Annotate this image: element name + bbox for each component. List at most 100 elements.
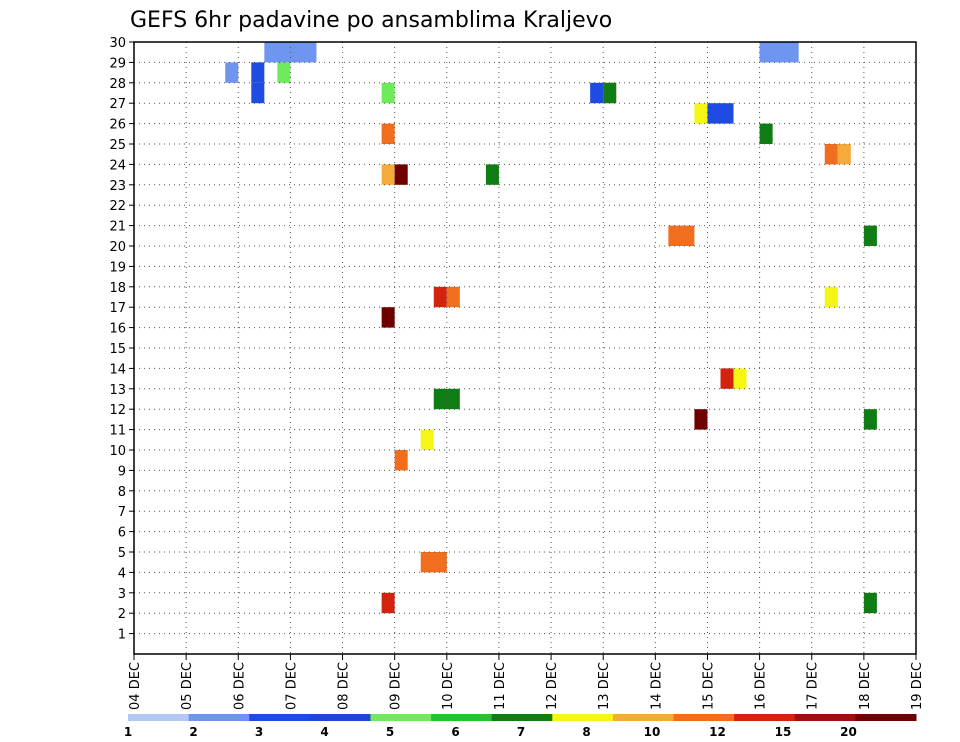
x-tick-label: 13 DEC xyxy=(597,662,612,710)
heatmap-cell-3 xyxy=(251,62,265,83)
x-tick-label: 16 DEC xyxy=(754,662,769,710)
colorbar-label: 3 xyxy=(255,725,263,739)
grid-lines xyxy=(134,42,916,654)
heatmap-cell-33 xyxy=(381,592,395,614)
heatmap-cell-15 xyxy=(837,144,851,165)
y-tick-label: 18 xyxy=(109,281,126,296)
colorbar-swatch-10 xyxy=(734,714,796,721)
y-tick-label: 17 xyxy=(109,301,126,316)
x-tick-label: 12 DEC xyxy=(545,662,560,710)
x-axis: 04 DEC 05 DEC 06 DEC 07 DEC 08 DEC 09 DEC 10 D… xyxy=(128,654,925,710)
heatmap-cell-24 xyxy=(381,307,395,328)
heatmap-cell-29 xyxy=(863,409,877,430)
heatmap-cell-5 xyxy=(251,82,265,104)
y-tick-label: 1 xyxy=(118,628,126,643)
y-tick-label: 6 xyxy=(118,526,126,541)
y-tick-label: 13 xyxy=(109,383,126,398)
x-tick-label: 05 DEC xyxy=(180,662,195,710)
chart-title: GEFS 6hr padavine po ansamblima Kraljevo xyxy=(130,8,612,33)
heatmap-cell-25 xyxy=(720,368,734,389)
y-tick-label: 10 xyxy=(109,444,126,459)
heatmap-cell-13 xyxy=(759,123,773,144)
colorbar-swatch-4 xyxy=(370,714,432,721)
x-tick-label: 17 DEC xyxy=(806,662,821,710)
y-tick-label: 12 xyxy=(109,403,126,418)
colorbar-swatch-11 xyxy=(794,714,856,721)
y-tick-label: 25 xyxy=(109,138,126,153)
heatmap-cell-18 xyxy=(485,164,499,185)
heatmap-cell-26 xyxy=(733,368,747,389)
heatmap-cell-12 xyxy=(381,123,395,144)
heatmap-cell-23 xyxy=(824,286,838,308)
y-tick-label: 3 xyxy=(118,587,126,602)
colorbar-label: 1 xyxy=(124,725,132,739)
x-tick-label: 10 DEC xyxy=(441,662,456,710)
colorbar-swatch-2 xyxy=(249,714,311,721)
heatmap-cell-7 xyxy=(590,82,604,104)
colorbar-label: 12 xyxy=(709,725,726,739)
heatmap-cell-30 xyxy=(420,429,434,450)
y-tick-label: 7 xyxy=(118,505,126,520)
heatmap-cell-17 xyxy=(394,164,408,185)
x-tick-label: 09 DEC xyxy=(389,662,404,710)
x-tick-label: 07 DEC xyxy=(284,662,299,710)
colorbar-label: 6 xyxy=(451,725,459,739)
x-tick-label: 11 DEC xyxy=(493,662,508,710)
colorbar-swatch-0 xyxy=(128,714,190,721)
heatmap-cell-16 xyxy=(381,164,395,185)
heatmap-cell-32 xyxy=(420,552,447,573)
x-tick-label: 08 DEC xyxy=(337,662,352,710)
y-tick-label: 4 xyxy=(118,566,126,581)
heatmap-cell-4 xyxy=(277,62,291,83)
y-axis: 1234567891011121314151617181920212223242… xyxy=(109,36,134,643)
heatmap-cell-31 xyxy=(394,450,408,471)
colorbar-label: 5 xyxy=(386,725,394,739)
y-tick-label: 23 xyxy=(109,179,126,194)
heatmap-cell-21 xyxy=(433,286,447,308)
colorbar-label: 2 xyxy=(189,725,197,739)
y-tick-label: 29 xyxy=(109,56,126,71)
colorbar-label: 10 xyxy=(644,725,661,739)
heatmap-cell-1 xyxy=(759,42,799,63)
y-tick-label: 30 xyxy=(109,36,126,51)
x-tick-label: 06 DEC xyxy=(232,662,247,710)
x-tick-label: 14 DEC xyxy=(649,662,664,710)
heatmap-cell-20 xyxy=(863,225,877,246)
colorbar-label: 8 xyxy=(582,725,590,739)
colorbar-label: 4 xyxy=(320,725,328,739)
colorbar-swatch-8 xyxy=(612,714,675,721)
colorbar-swatch-5 xyxy=(431,714,493,721)
y-tick-label: 19 xyxy=(109,260,126,275)
y-tick-label: 24 xyxy=(109,158,126,173)
y-tick-label: 16 xyxy=(109,322,126,337)
colorbar-swatch-9 xyxy=(673,714,735,721)
y-tick-label: 5 xyxy=(118,546,126,561)
heatmap-cells xyxy=(225,42,877,614)
y-tick-label: 15 xyxy=(109,342,126,357)
y-tick-label: 11 xyxy=(109,424,126,439)
colorbar-swatch-1 xyxy=(188,714,250,721)
heatmap-cell-28 xyxy=(694,409,708,430)
heatmap-cell-11 xyxy=(694,103,708,124)
heatmap-cell-22 xyxy=(446,286,460,308)
heatmap-cell-34 xyxy=(863,592,877,614)
colorbar-legend: 1 2 3 4 5 6 7 8 10 12 15 20 xyxy=(124,714,917,739)
x-tick-label: 18 DEC xyxy=(858,662,873,710)
y-tick-label: 28 xyxy=(109,77,126,92)
x-tick-label: 19 DEC xyxy=(910,662,925,710)
y-tick-label: 22 xyxy=(109,199,126,214)
y-tick-label: 21 xyxy=(109,220,126,235)
colorbar-label: 7 xyxy=(517,725,525,739)
heatmap-cell-19 xyxy=(668,225,695,246)
heatmap-cell-6 xyxy=(381,82,395,104)
colorbar-label: 20 xyxy=(840,725,857,739)
colorbar-label: 15 xyxy=(775,725,792,739)
y-tick-label: 8 xyxy=(118,485,126,500)
heatmap-cell-2 xyxy=(225,62,239,83)
colorbar-swatch-6 xyxy=(491,714,553,721)
y-tick-label: 2 xyxy=(118,607,126,622)
x-tick-label: 15 DEC xyxy=(701,662,716,710)
heatmap-cell-9 xyxy=(603,82,617,104)
x-tick-label: 04 DEC xyxy=(128,662,143,710)
